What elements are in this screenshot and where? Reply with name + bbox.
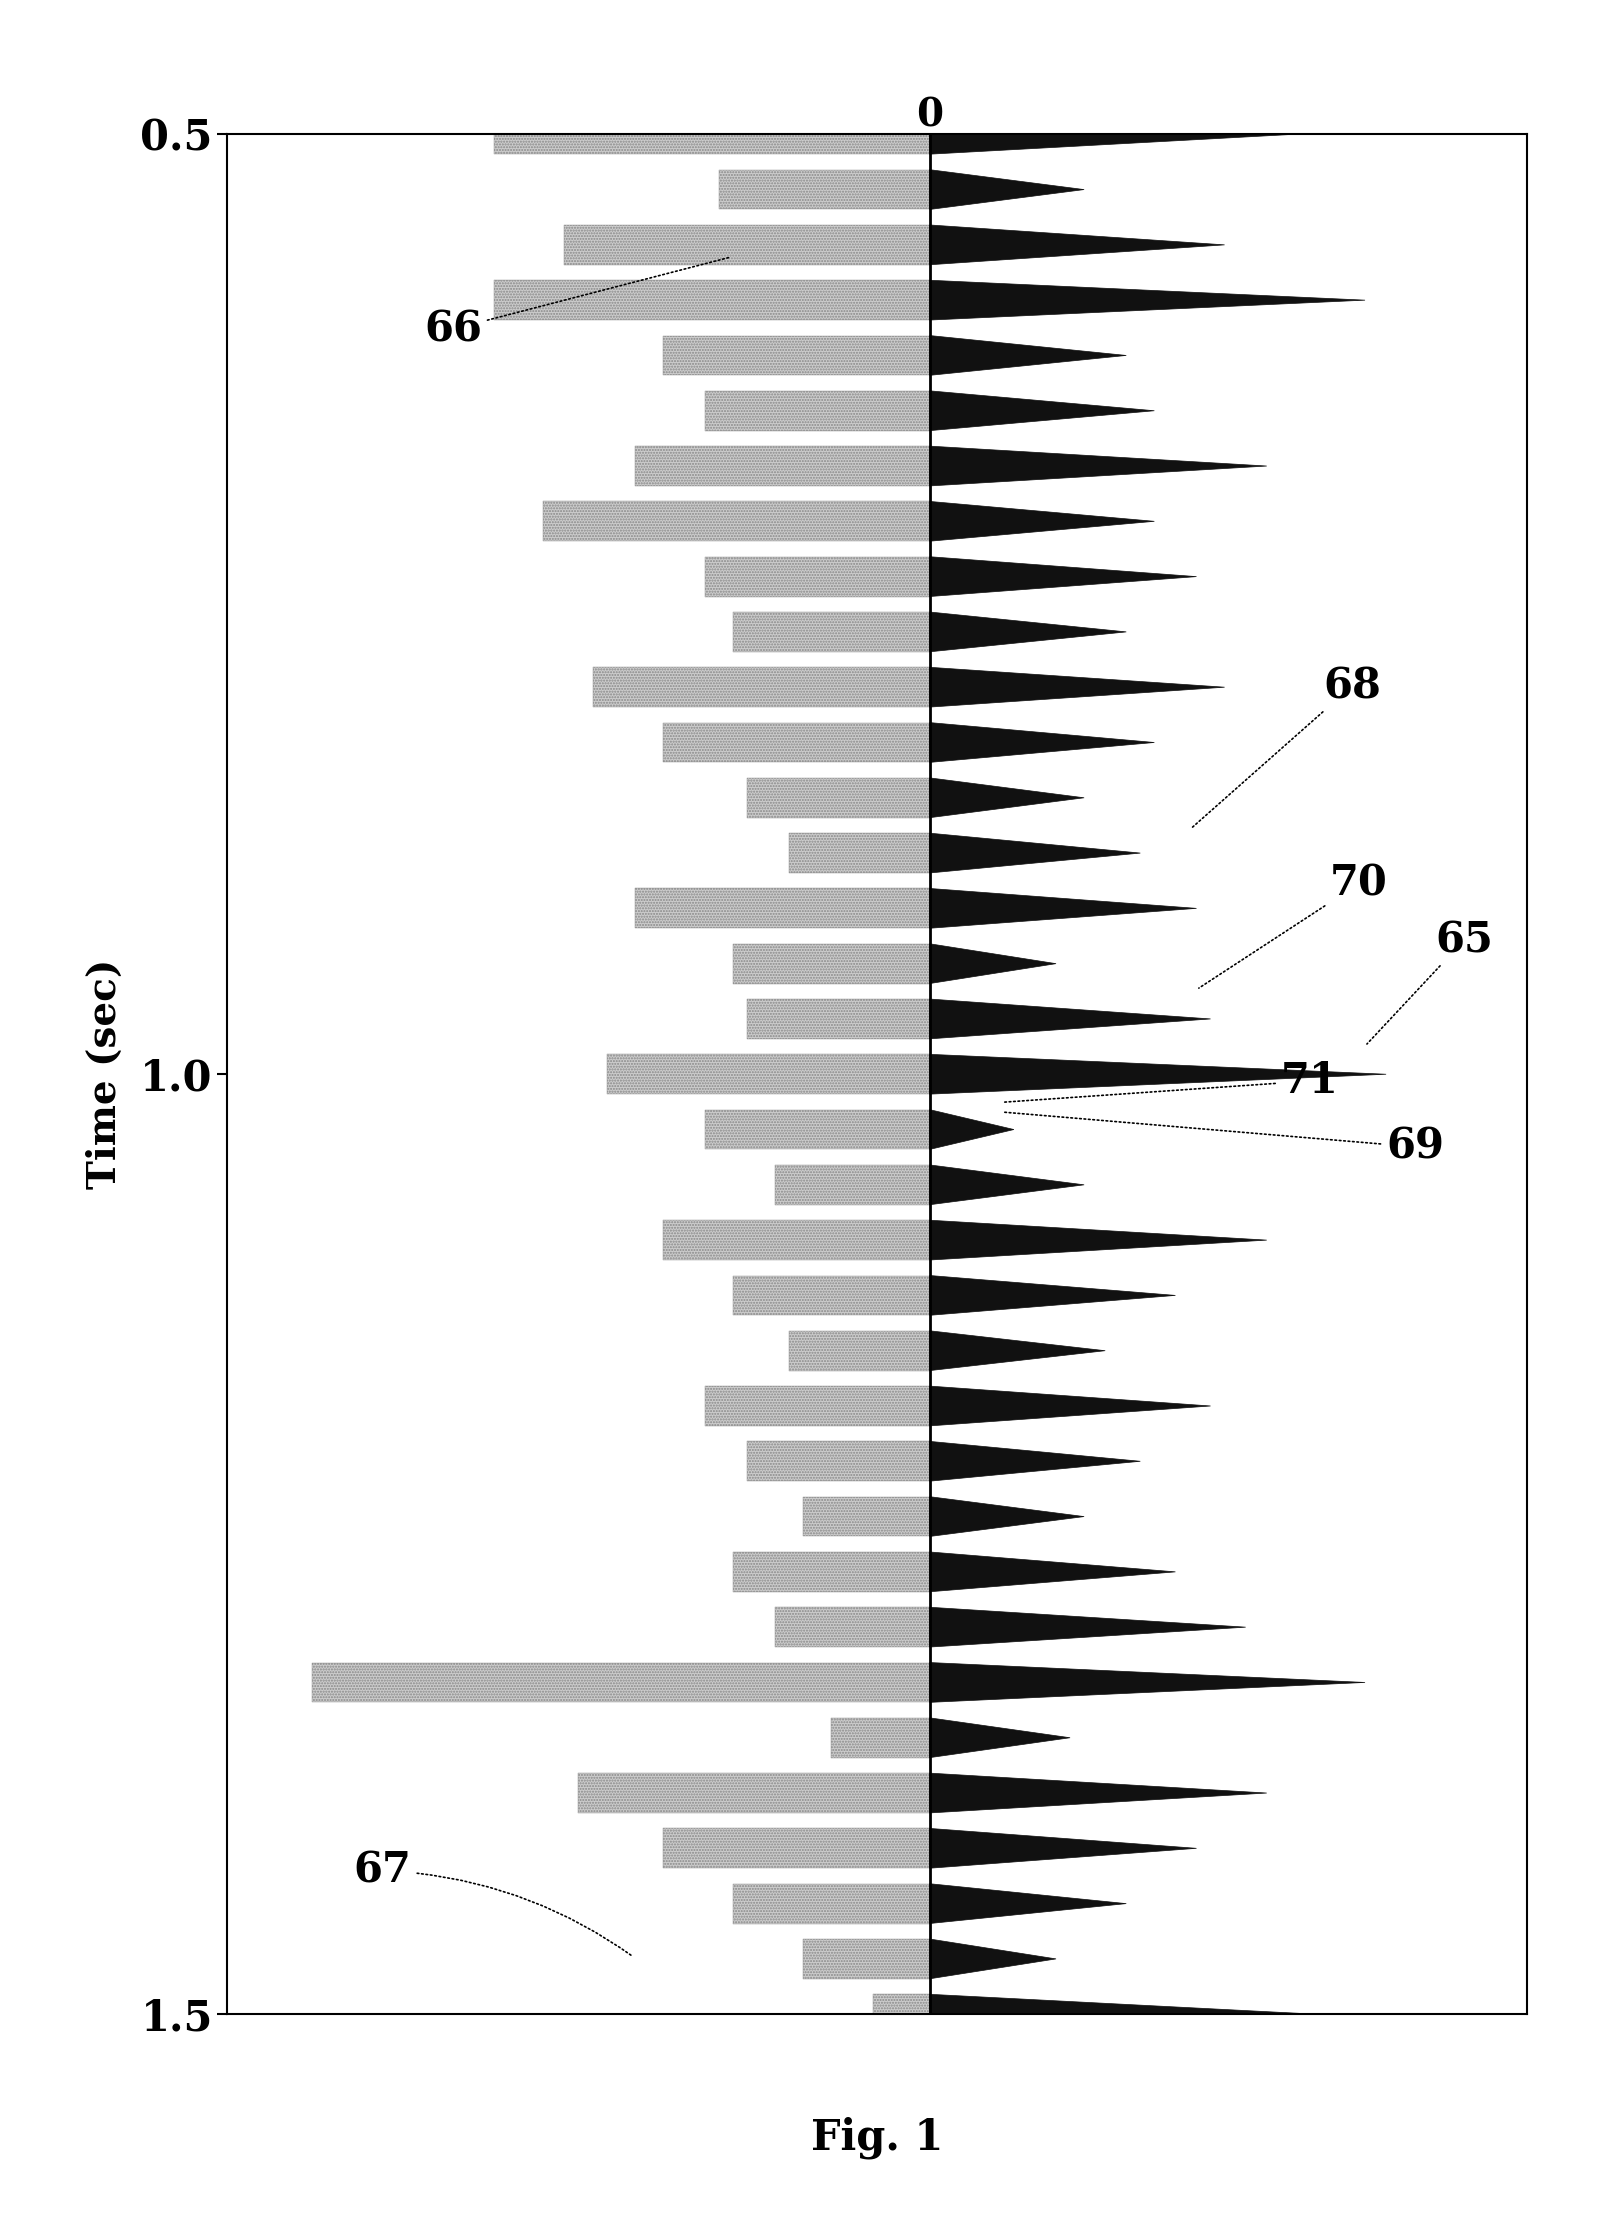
Text: 69: 69: [1001, 1112, 1443, 1168]
Polygon shape: [928, 114, 1294, 154]
Bar: [607, 1054, 928, 1094]
Polygon shape: [928, 226, 1224, 264]
Bar: [774, 1607, 928, 1647]
Bar: [312, 1663, 928, 1703]
Bar: [803, 1938, 928, 1978]
Polygon shape: [928, 1110, 1013, 1150]
Polygon shape: [928, 779, 1084, 817]
Bar: [493, 280, 928, 320]
Polygon shape: [928, 667, 1224, 707]
Bar: [662, 336, 928, 376]
Bar: [635, 445, 928, 486]
Bar: [732, 944, 928, 982]
Bar: [831, 1719, 928, 1757]
Polygon shape: [928, 1938, 1055, 1978]
Polygon shape: [928, 1385, 1209, 1426]
Bar: [732, 611, 928, 651]
Polygon shape: [928, 1220, 1266, 1260]
Text: 67: 67: [354, 1849, 631, 1956]
Polygon shape: [928, 1497, 1084, 1538]
Bar: [774, 1166, 928, 1204]
Bar: [704, 557, 928, 598]
Polygon shape: [928, 392, 1154, 430]
Polygon shape: [928, 1441, 1139, 1482]
Bar: [803, 1497, 928, 1538]
Polygon shape: [928, 1166, 1084, 1204]
Bar: [732, 1276, 928, 1316]
Bar: [592, 667, 928, 707]
Polygon shape: [928, 1994, 1315, 2034]
Polygon shape: [928, 833, 1139, 873]
Bar: [747, 1441, 928, 1482]
Text: 66: 66: [424, 257, 730, 349]
Bar: [873, 1994, 928, 2034]
Polygon shape: [928, 1772, 1266, 1813]
Polygon shape: [928, 501, 1154, 542]
Bar: [789, 1332, 928, 1370]
Bar: [789, 833, 928, 873]
Bar: [747, 779, 928, 817]
Polygon shape: [928, 1332, 1105, 1370]
Polygon shape: [928, 1884, 1126, 1922]
Polygon shape: [928, 557, 1196, 598]
Polygon shape: [928, 336, 1126, 376]
Polygon shape: [928, 1276, 1175, 1316]
Polygon shape: [928, 998, 1209, 1038]
Polygon shape: [928, 1607, 1245, 1647]
Bar: [662, 1220, 928, 1260]
Bar: [719, 170, 928, 210]
Polygon shape: [928, 1719, 1070, 1757]
Text: 71: 71: [1001, 1061, 1337, 1103]
Text: 70: 70: [1198, 862, 1388, 989]
Bar: [635, 888, 928, 929]
Bar: [565, 226, 928, 264]
Bar: [544, 501, 928, 542]
Bar: [662, 1828, 928, 1869]
Polygon shape: [928, 1663, 1365, 1703]
Polygon shape: [928, 1054, 1386, 1094]
Bar: [747, 998, 928, 1038]
Text: Fig. 1: Fig. 1: [810, 2117, 943, 2157]
Polygon shape: [928, 1828, 1196, 1869]
Polygon shape: [928, 611, 1126, 651]
Y-axis label: Time (sec): Time (sec): [86, 960, 123, 1188]
Text: 0: 0: [915, 96, 943, 134]
Text: 65: 65: [1367, 920, 1492, 1043]
Bar: [732, 1884, 928, 1922]
Polygon shape: [928, 280, 1365, 320]
Bar: [732, 1551, 928, 1591]
Polygon shape: [928, 723, 1154, 763]
Bar: [704, 392, 928, 430]
Polygon shape: [928, 944, 1055, 982]
Text: 68: 68: [1191, 665, 1380, 828]
Polygon shape: [928, 888, 1196, 929]
Polygon shape: [928, 170, 1084, 210]
Polygon shape: [928, 1551, 1175, 1591]
Polygon shape: [928, 445, 1266, 486]
Bar: [662, 723, 928, 763]
Bar: [578, 1772, 928, 1813]
Bar: [493, 114, 928, 154]
Bar: [704, 1385, 928, 1426]
Bar: [704, 1110, 928, 1150]
